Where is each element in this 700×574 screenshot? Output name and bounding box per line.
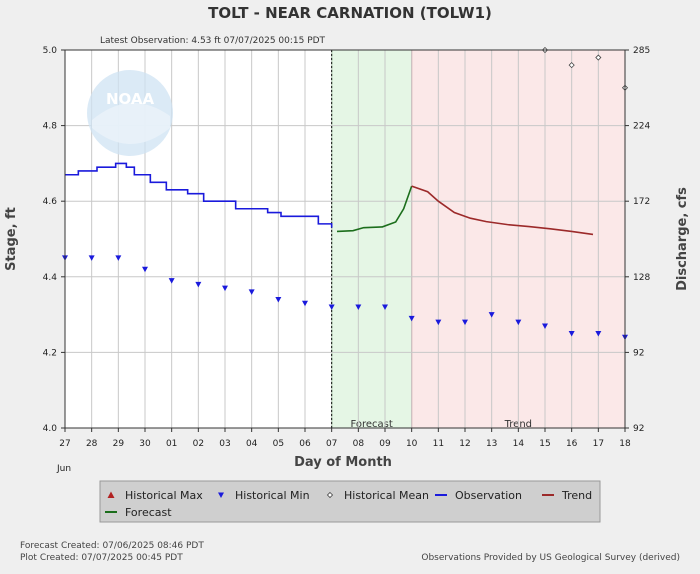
legend-historical-min-swatch [218, 492, 224, 498]
y2-tick-label: 172 [633, 197, 650, 207]
historical-min-marker [275, 296, 282, 303]
x-tick-label: 15 [539, 439, 550, 449]
historical-min-marker [302, 300, 308, 307]
data-attribution: Observations Provided by US Geological S… [421, 553, 680, 563]
historical-min-marker [142, 266, 148, 273]
legend-historical-mean-label: Historical Mean [344, 489, 429, 502]
y2-tick-label: 92 [633, 348, 644, 358]
x-tick-label: 06 [299, 439, 311, 449]
historical-min-marker [355, 304, 362, 311]
historical-min-marker [382, 304, 388, 311]
month-label: Jun [56, 464, 71, 474]
historical-min-marker [248, 289, 255, 295]
y2-tick-label: 92 [633, 424, 644, 434]
x-tick-label: 27 [59, 439, 70, 449]
x-tick-label: 30 [139, 439, 151, 449]
legend-observation-label: Observation [455, 489, 522, 502]
historical-min-marker [328, 304, 335, 311]
series-observation-line [65, 162, 333, 228]
legend-trend-label: Trend [561, 489, 592, 502]
x-tick-label: 05 [273, 439, 284, 449]
legend-historical-mean-swatch [326, 491, 334, 499]
latest-observation: Latest Observation: 4.53 ft 07/07/2025 0… [100, 36, 326, 46]
x-tick-label: 16 [566, 439, 578, 449]
y-tick-label: 5.0 [43, 46, 58, 56]
x-tick-label: 11 [433, 439, 444, 449]
x-tick-label: 04 [246, 439, 258, 449]
y-tick-label: 4.2 [43, 348, 57, 358]
x-tick-label: 10 [406, 439, 418, 449]
series-forecast-line [336, 185, 413, 233]
y2-axis-label: Discharge, cfs [675, 187, 690, 291]
region-forecast [331, 50, 412, 428]
historical-min-marker [595, 331, 602, 337]
noaa-logo: NOAA [87, 70, 173, 156]
historical-min-marker [542, 323, 548, 329]
historical-min-marker [408, 315, 415, 322]
x-tick-label: 09 [379, 439, 391, 449]
plot-frame [64, 49, 626, 429]
legend-historical-max-label: Historical Max [125, 489, 203, 502]
x-tick-label: 03 [219, 439, 230, 449]
historical-mean-marker [595, 54, 602, 61]
y-tick-label: 4.4 [43, 273, 58, 283]
historical-min-marker [568, 331, 575, 337]
x-tick-label: 14 [513, 439, 525, 449]
x-tick-label: 28 [86, 439, 98, 449]
legend-box [99, 480, 601, 523]
region-label: Forecast [351, 419, 393, 430]
legend-historical-min-label: Historical Min [235, 489, 310, 502]
y-tick-label: 4.0 [43, 424, 58, 434]
historical-min-marker [88, 255, 95, 261]
legend-forecast-label: Forecast [125, 506, 172, 519]
x-tick-label: 29 [113, 439, 125, 449]
x-tick-label: 17 [593, 439, 604, 449]
x-tick-label: 02 [193, 439, 204, 449]
y-tick-label: 4.6 [43, 197, 58, 207]
historical-mean-marker [568, 62, 575, 69]
y-axis-label: Stage, ft [4, 207, 19, 271]
x-tick-label: 13 [486, 439, 497, 449]
x-tick-label: 18 [619, 439, 631, 449]
y-tick-label: 4.8 [43, 122, 58, 132]
historical-min-marker [488, 312, 495, 318]
historical-min-marker [435, 319, 442, 326]
plot-created: Plot Created: 07/07/2025 00:45 PDT [20, 553, 183, 563]
x-tick-label: 08 [353, 439, 365, 449]
historical-min-marker [115, 255, 122, 261]
historical-min-marker [195, 281, 202, 288]
x-axis-label: Day of Month [294, 455, 392, 470]
y2-tick-label: 285 [633, 46, 650, 56]
x-tick-label: 07 [326, 439, 337, 449]
historical-min-marker [515, 319, 522, 326]
legend-historical-max-swatch [107, 491, 115, 498]
series-trend-line [411, 185, 594, 236]
logo-wave [92, 102, 170, 144]
historical-min-marker [462, 319, 468, 326]
forecast-created: Forecast Created: 07/06/2025 08:46 PDT [20, 541, 204, 551]
historical-min-marker [222, 285, 228, 292]
chart-title: TOLT - NEAR CARNATION (TOLW1) [208, 4, 492, 22]
x-tick-label: 12 [459, 439, 470, 449]
y2-tick-label: 224 [633, 122, 650, 132]
y2-tick-label: 128 [633, 273, 650, 283]
historical-min-marker [168, 278, 175, 284]
x-tick-label: 01 [166, 439, 177, 449]
logo-text: NOAA [106, 90, 155, 108]
